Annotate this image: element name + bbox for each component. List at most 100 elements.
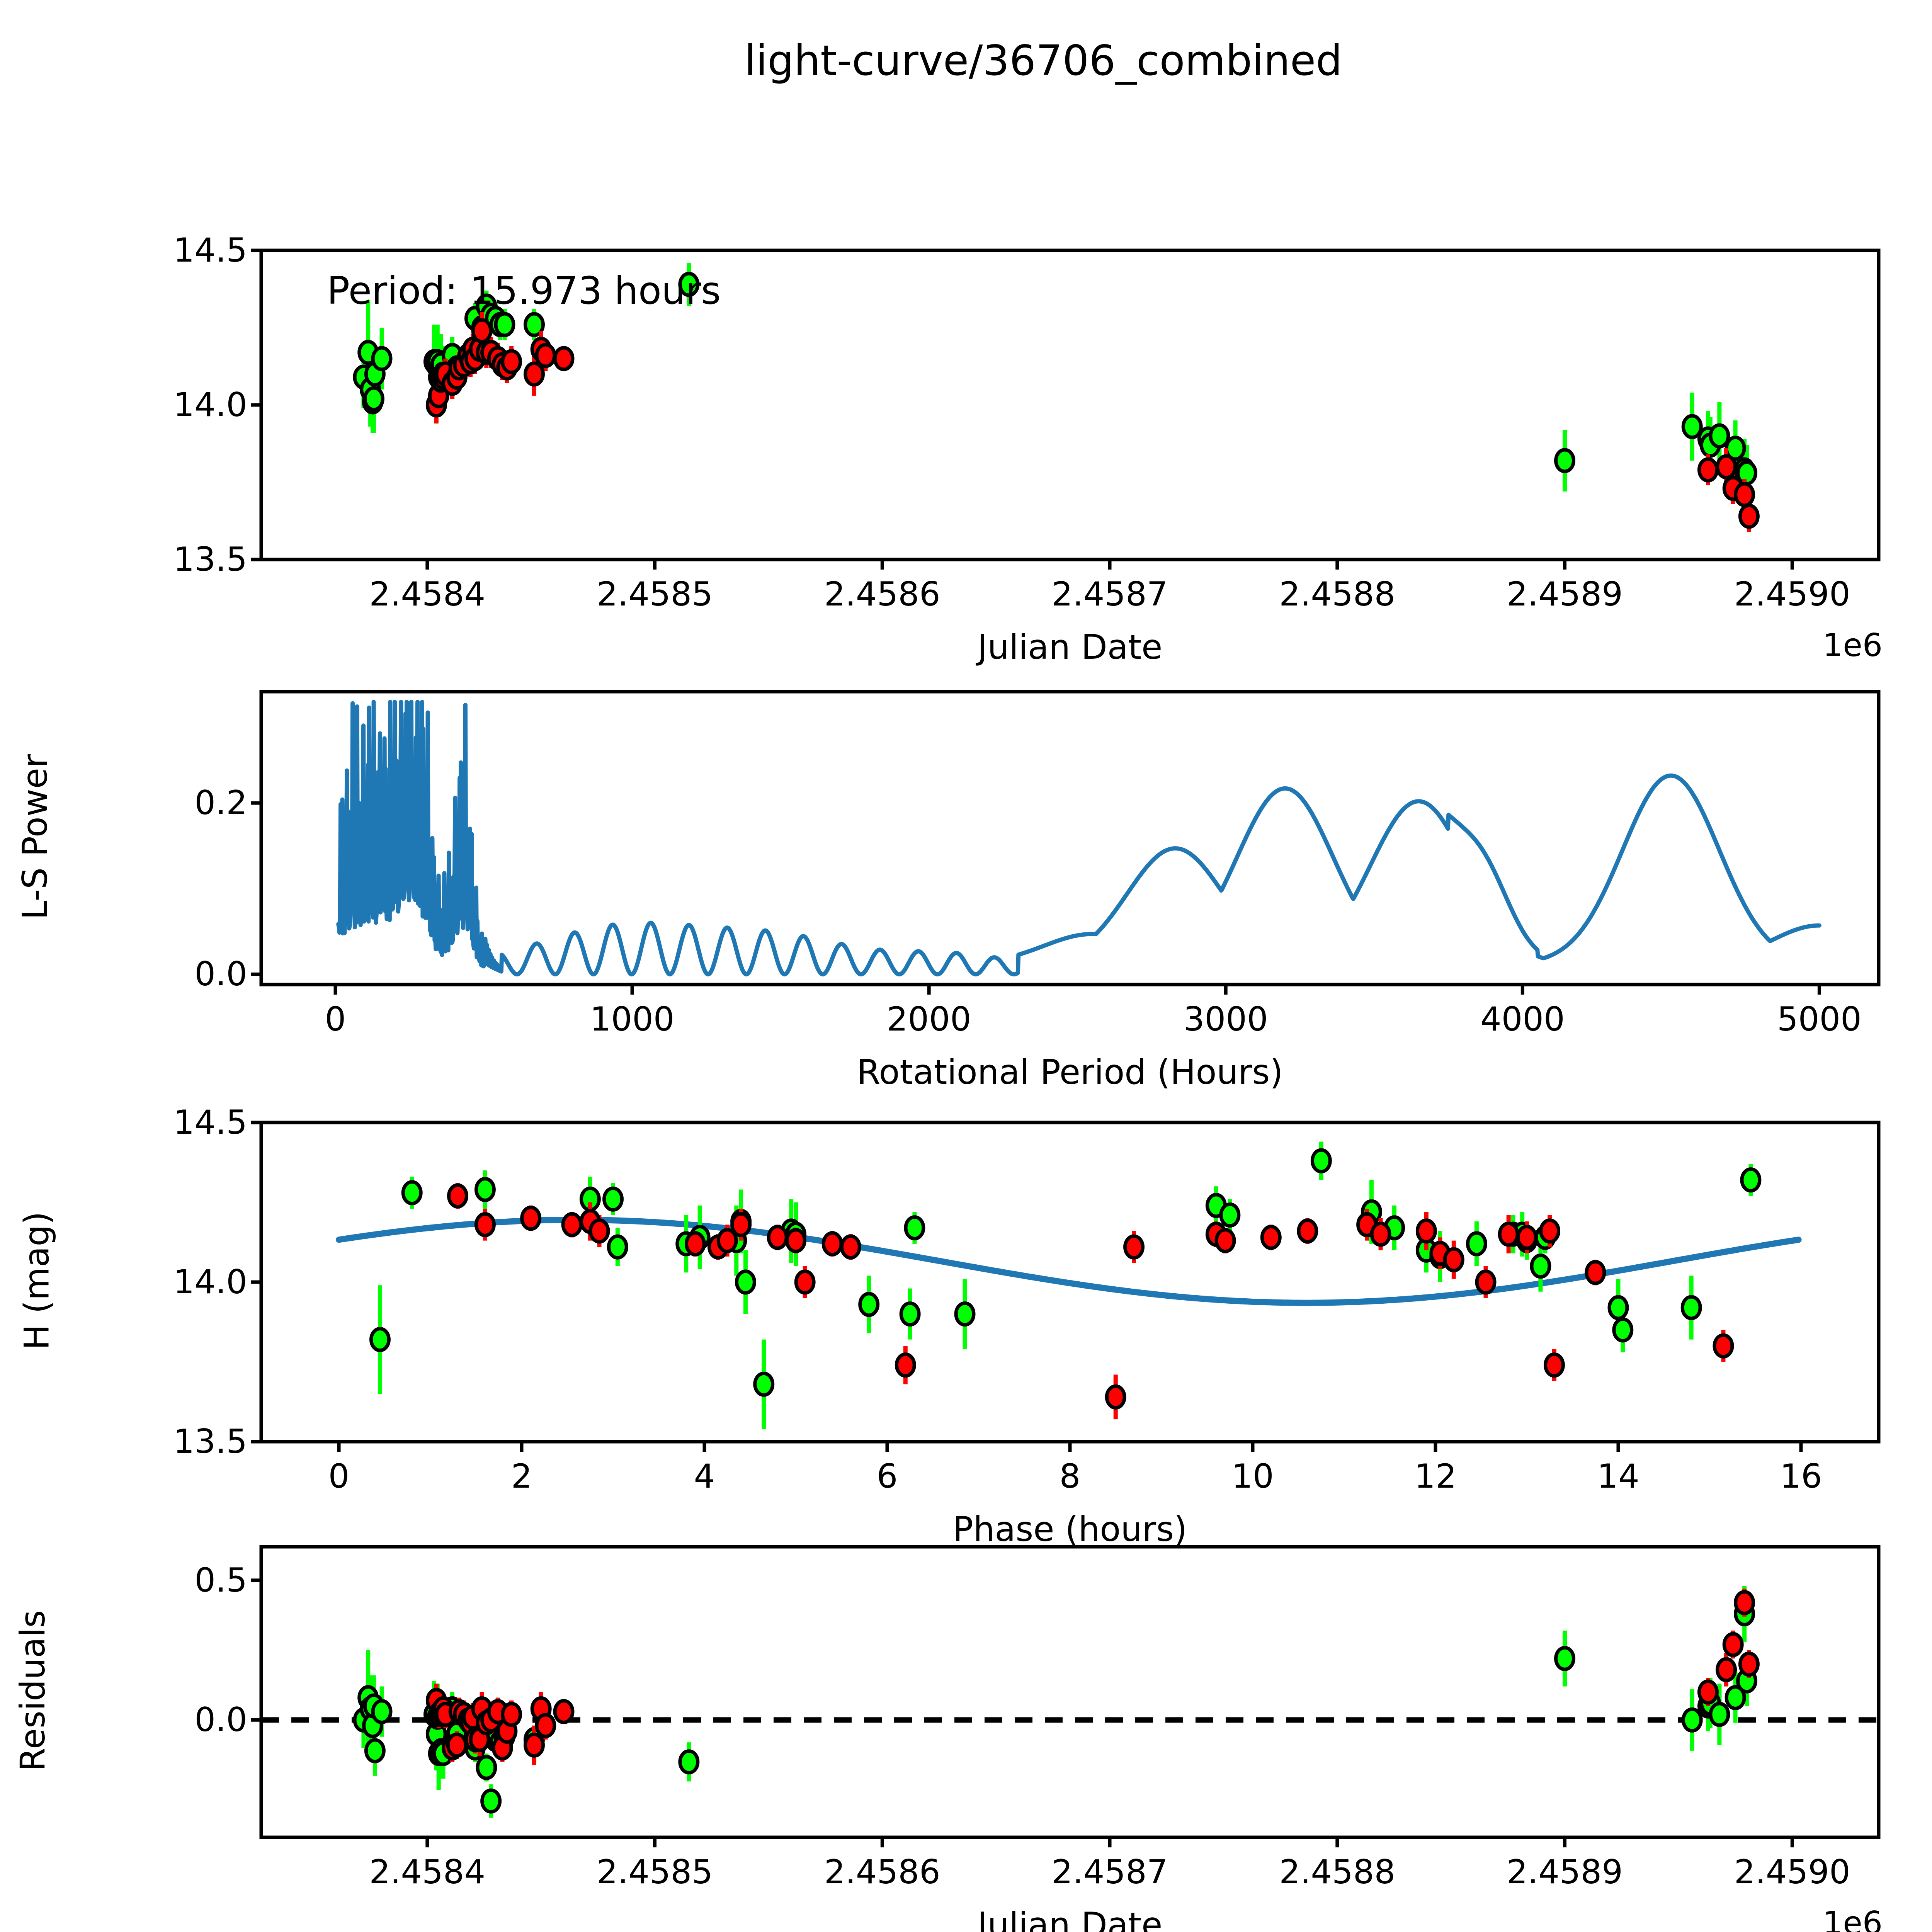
axes-spine	[259, 690, 1881, 986]
data-point	[1539, 1218, 1561, 1244]
lightcurve-xtick-label: 2.4586	[824, 575, 940, 614]
data-point	[494, 312, 515, 337]
series-red-band	[425, 1588, 1760, 1765]
phasefold-xtick-label: 12	[1414, 1457, 1457, 1496]
phasefold-xlabel: Phase (hours)	[952, 1509, 1187, 1549]
data-point	[678, 272, 700, 297]
data-point	[1709, 1702, 1730, 1727]
data-point	[1709, 423, 1730, 449]
data-point	[501, 349, 522, 374]
phasefold-xtick-label: 6	[876, 1457, 898, 1496]
data-point	[1725, 1685, 1746, 1710]
phasefold-ytick-label: 14.5	[173, 1103, 247, 1142]
data-point	[1738, 503, 1760, 529]
lightcurve-xtick-label: 2.4590	[1734, 575, 1850, 614]
phasefold-ytick-label: 14.0	[173, 1263, 247, 1301]
data-point	[1415, 1218, 1437, 1244]
data-point	[401, 1180, 423, 1206]
data-point	[904, 1215, 925, 1241]
data-point	[520, 1206, 542, 1231]
data-point	[1466, 1231, 1487, 1257]
phasefold-xtick-label: 16	[1780, 1457, 1822, 1496]
data-point	[1543, 1352, 1565, 1378]
data-point	[1607, 1295, 1629, 1320]
periodogram-ytick-label: 0.0	[194, 955, 247, 994]
period-annotation: Period: 15.973 hours	[327, 269, 721, 313]
periodogram-xtick-label: 5000	[1777, 1000, 1862, 1039]
residuals-xtick-label: 2.4584	[369, 1853, 486, 1891]
data-point	[1123, 1234, 1145, 1260]
data-point	[1443, 1247, 1464, 1272]
periodogram-xtick-label: 3000	[1183, 1000, 1268, 1039]
data-point	[476, 1755, 497, 1780]
periodogram-xtick-label: 2000	[886, 1000, 971, 1039]
data-point	[753, 1371, 775, 1397]
series-red-band	[425, 312, 1760, 532]
periodogram-curve	[336, 700, 1821, 976]
lightcurve-ytick-label: 14.0	[173, 386, 247, 424]
data-point	[899, 1301, 921, 1327]
data-point	[895, 1352, 916, 1378]
phasefold-xtick-label: 2	[511, 1457, 532, 1496]
data-point	[716, 1228, 738, 1253]
data-point	[588, 1218, 610, 1244]
data-point	[535, 1713, 556, 1738]
figure-title: light-curve/36706_combined	[744, 37, 1342, 85]
data-point	[369, 1327, 391, 1352]
data-point	[1681, 1707, 1703, 1733]
data-point	[678, 1749, 700, 1775]
data-point	[364, 1738, 386, 1764]
data-point	[480, 1788, 502, 1814]
data-point	[1530, 1253, 1551, 1279]
residuals-xtick-label: 2.4590	[1734, 1853, 1850, 1891]
periodogram-ytick-label: 0.2	[194, 784, 247, 823]
data-point	[607, 1234, 628, 1260]
lightcurve-xtick-label: 2.4587	[1051, 575, 1168, 614]
phasefold-xtick-label: 10	[1231, 1457, 1274, 1496]
data-point	[1297, 1218, 1318, 1244]
data-point	[1722, 1632, 1744, 1657]
residuals-xtick-label: 2.4585	[597, 1853, 713, 1891]
data-point	[524, 312, 545, 337]
periodogram-xtick-label: 4000	[1480, 1000, 1565, 1039]
data-point	[474, 1212, 496, 1237]
lightcurve-xtick-label: 2.4589	[1507, 575, 1623, 614]
data-point	[1738, 1651, 1760, 1677]
data-point	[1585, 1260, 1606, 1285]
residuals-xtick-label: 2.4589	[1507, 1853, 1623, 1891]
data-point	[1740, 1167, 1762, 1193]
lightcurve-ytick-label: 14.5	[173, 231, 247, 270]
phasefold-xtick-label: 14	[1597, 1457, 1639, 1496]
data-point	[730, 1212, 752, 1237]
residuals-ylabel: Residuals	[13, 1610, 53, 1772]
data-point	[524, 361, 545, 387]
lightcurve-xlabel: Julian Date	[977, 627, 1163, 667]
data-point	[1734, 1590, 1755, 1616]
data-point	[1697, 1679, 1719, 1705]
periodogram-xtick-label: 1000	[590, 1000, 675, 1039]
data-point	[840, 1234, 861, 1260]
data-point	[1612, 1317, 1634, 1343]
data-point	[1219, 1202, 1241, 1228]
data-point	[1681, 414, 1703, 439]
data-point	[954, 1301, 976, 1327]
periodogram-xtick-label: 0	[325, 1000, 346, 1039]
data-point	[602, 1186, 624, 1212]
residuals-ytick-label: 0.0	[194, 1701, 247, 1740]
data-point	[1680, 1295, 1702, 1320]
data-point	[371, 1699, 393, 1725]
phasefold-ytick-label: 13.5	[173, 1422, 247, 1461]
lightcurve-xtick-label: 2.4584	[369, 575, 486, 614]
phasefold-xtick-label: 8	[1059, 1457, 1081, 1496]
data-point	[735, 1269, 756, 1295]
data-point	[1214, 1228, 1236, 1253]
data-point	[684, 1231, 706, 1257]
lightcurve-ytick-label: 13.5	[173, 540, 247, 579]
axes-spine	[259, 1545, 1881, 1839]
data-point	[858, 1292, 880, 1317]
